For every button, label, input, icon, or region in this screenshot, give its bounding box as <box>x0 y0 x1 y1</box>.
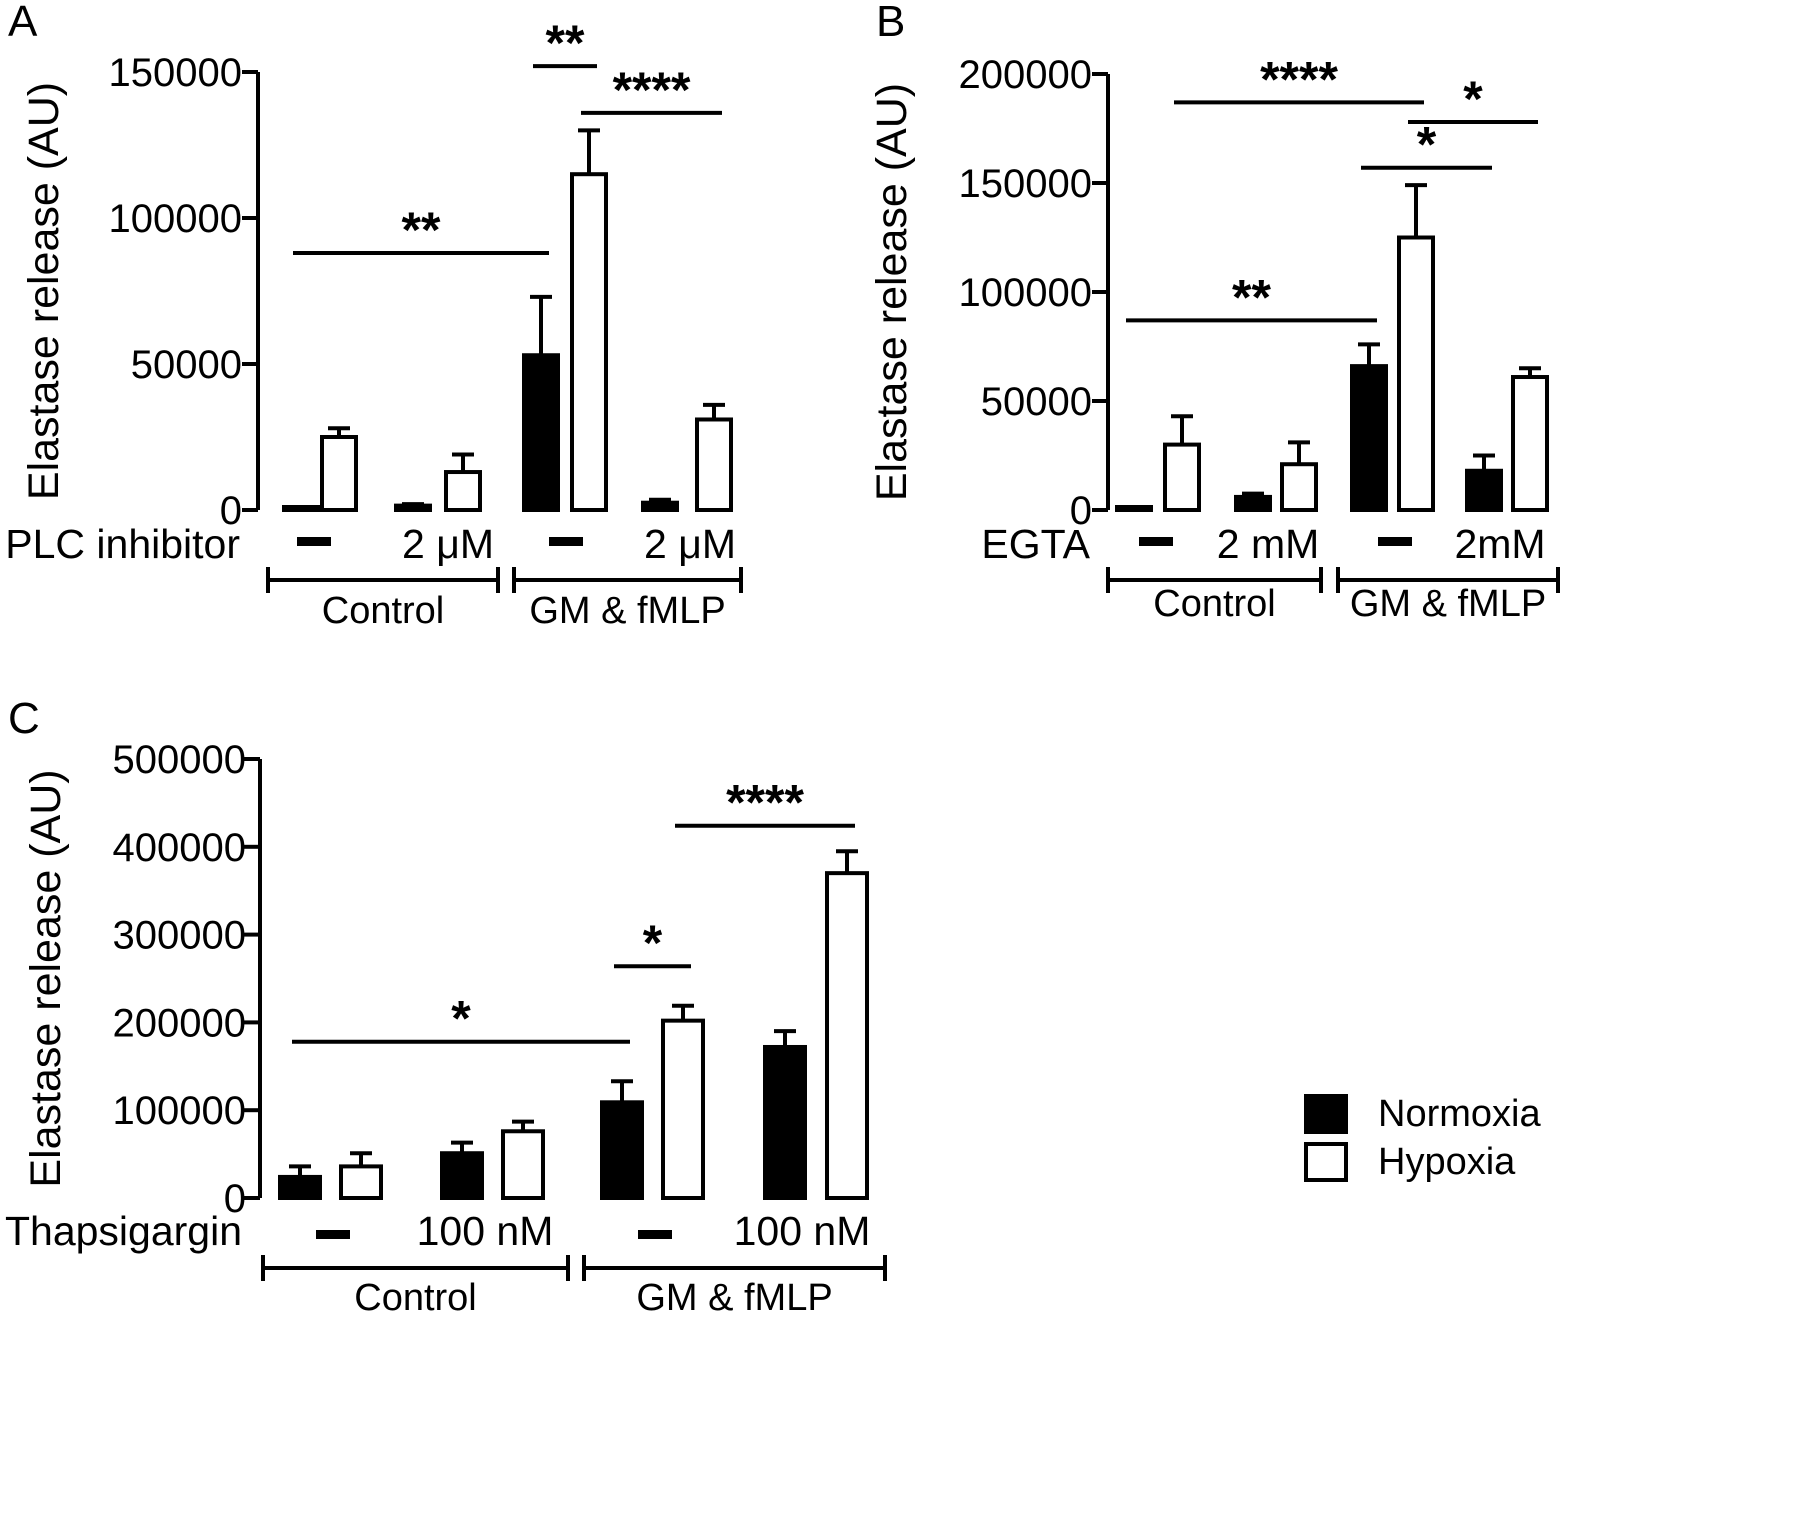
panel-b-y-tick-label: 200000 <box>959 53 1092 97</box>
panel-a-y-tick-label: 0 <box>220 489 242 533</box>
panel-a-bar-normoxia <box>282 505 320 512</box>
panel-b-category-label: 2mM <box>1454 521 1545 567</box>
panel-a-y-tick-label: 50000 <box>131 343 242 387</box>
panel-a-category-label: 2 μM <box>644 521 736 567</box>
panel-c-bar-normoxia <box>440 1151 484 1201</box>
panel-c-y-axis-title: Elastase release (AU) <box>22 769 70 1187</box>
panel-b-category-dash <box>1378 537 1412 546</box>
panel-b-group-label: GM & fMLP <box>1350 583 1546 625</box>
panel-c-bar-hypoxia <box>501 1129 545 1200</box>
panel-a-category-label: 2 μM <box>402 521 494 567</box>
panel-a-y-axis-title: Elastase release (AU) <box>20 82 68 500</box>
panel-c-category-dash <box>316 1230 350 1239</box>
panel-b-letter: B <box>876 0 905 46</box>
panel-a-category-dash <box>549 537 583 546</box>
panel-c-y-tick-label: 200000 <box>113 1001 246 1045</box>
panel-a-bar-normoxia <box>641 500 679 513</box>
panel-c-group-label: Control <box>354 1277 477 1319</box>
panel-c-bar-hypoxia <box>661 1018 705 1200</box>
panel-b-bar-normoxia <box>1234 494 1272 513</box>
panel-c-y-tick-label: 0 <box>224 1177 246 1221</box>
panel-b-bar-normoxia <box>1115 505 1153 512</box>
panel-a-bar-hypoxia <box>570 172 608 512</box>
panel-c-significance-stars: * <box>451 991 471 1047</box>
panel-a-y-tick-label: 100000 <box>109 197 242 241</box>
panel-b-y-axis-title: Elastase release (AU) <box>868 83 916 501</box>
panel-a-letter: A <box>8 0 38 46</box>
panel-a-significance-stars: **** <box>613 62 691 118</box>
panel-c-bar-normoxia <box>278 1174 322 1200</box>
legend-label-hypoxia: Hypoxia <box>1378 1141 1516 1183</box>
panel-a-significance-stars: ** <box>402 202 441 258</box>
legend-label-normoxia: Normoxia <box>1378 1093 1541 1135</box>
panel-b-significance-stars: ** <box>1232 269 1271 325</box>
panel-a-row-label: PLC inhibitor <box>5 521 240 567</box>
panel-a-significance-stars: ** <box>546 15 585 71</box>
panel-c-y-tick-label: 500000 <box>113 738 246 782</box>
panel-c-y-tick-label: 100000 <box>113 1089 246 1133</box>
legend-swatch-hypoxia <box>1304 1142 1348 1182</box>
panel-b-bar-normoxia <box>1350 364 1388 512</box>
panel-b-y-tick-label: 50000 <box>981 380 1092 424</box>
panel-b-y-tick-label: 0 <box>1070 489 1092 533</box>
panel-c-category-label: 100 nM <box>417 1208 554 1254</box>
panel-c-bar-normoxia <box>763 1044 807 1201</box>
panel-c-letter: C <box>8 694 40 743</box>
panel-c-group-label: GM & fMLP <box>636 1277 832 1319</box>
panel-a-bar-hypoxia <box>695 417 733 513</box>
panel-c-row-label: Thapsigargin <box>5 1208 242 1254</box>
panel-b-y-tick-label: 150000 <box>959 162 1092 206</box>
panel-b-category-label: 2 mM <box>1217 521 1320 567</box>
panel-a-category-dash <box>297 537 331 546</box>
panel-b-bar-hypoxia <box>1397 235 1435 512</box>
panel-c-category-dash <box>638 1230 672 1239</box>
panel-a-group-label: Control <box>322 590 445 632</box>
panel-a-bar-normoxia <box>522 353 560 512</box>
panel-a-bar-normoxia <box>394 503 432 512</box>
panel-a-group-label: GM & fMLP <box>529 590 725 632</box>
panel-b-y-tick-label: 100000 <box>959 271 1092 315</box>
panel-b-group-label: Control <box>1153 583 1276 625</box>
panel-c-bar-hypoxia <box>825 871 869 1200</box>
panel-a-bar-hypoxia <box>444 470 482 513</box>
panel-b-category-dash <box>1139 537 1173 546</box>
panel-b-significance-stars: **** <box>1260 51 1338 107</box>
panel-c-significance-stars: **** <box>726 775 804 831</box>
legend-swatch-normoxia <box>1304 1094 1348 1134</box>
panel-a-bar-hypoxia <box>320 435 358 512</box>
panel-c-y-tick-label: 300000 <box>113 914 246 958</box>
panel-c-bar-hypoxia <box>339 1164 383 1200</box>
panel-b-bar-hypoxia <box>1511 375 1549 512</box>
panel-b-significance-stars: * <box>1463 71 1483 127</box>
panel-b-bar-normoxia <box>1465 468 1503 513</box>
panel-b-row-label: EGTA <box>981 521 1090 567</box>
panel-a-y-tick-label: 150000 <box>109 51 242 95</box>
panel-c-significance-stars: * <box>643 915 663 971</box>
panel-b-bar-hypoxia <box>1163 442 1201 513</box>
panel-c-category-label: 100 nM <box>734 1208 871 1254</box>
panel-c-y-tick-label: 400000 <box>113 826 246 870</box>
panel-b-bar-hypoxia <box>1280 462 1318 512</box>
panel-c-bar-normoxia <box>600 1100 644 1200</box>
panel-b-significance-stars: * <box>1417 117 1437 173</box>
